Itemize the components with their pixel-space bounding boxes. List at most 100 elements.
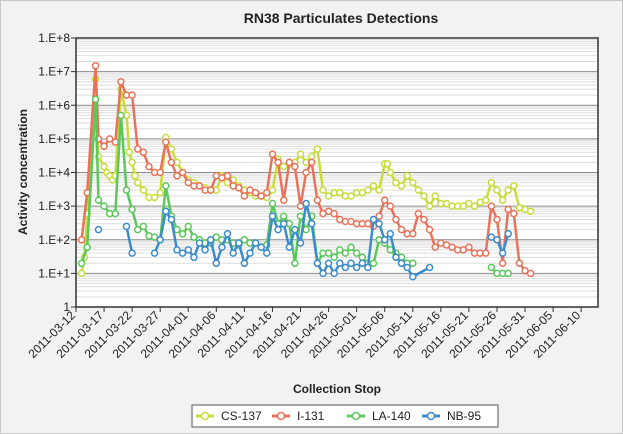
data-point[interactable] (156, 168, 164, 177)
data-point[interactable] (167, 158, 176, 167)
data-point[interactable] (375, 212, 383, 220)
data-point[interactable] (307, 152, 316, 161)
data-point[interactable] (235, 239, 243, 247)
data-point[interactable] (493, 186, 501, 194)
data-point[interactable] (504, 269, 512, 278)
data-point[interactable] (336, 246, 344, 254)
data-point[interactable] (184, 246, 193, 254)
data-point[interactable] (291, 225, 299, 234)
data-point[interactable] (352, 249, 361, 257)
data-point[interactable] (178, 168, 187, 177)
data-point[interactable] (324, 259, 333, 268)
data-point[interactable] (352, 263, 361, 272)
data-point[interactable] (77, 236, 86, 244)
data-point[interactable] (481, 196, 490, 204)
data-point[interactable] (409, 230, 417, 238)
data-point[interactable] (223, 172, 232, 180)
data-point[interactable] (409, 272, 417, 281)
data-point[interactable] (319, 186, 327, 194)
data-point[interactable] (139, 148, 148, 157)
legend-item-i-131[interactable]: I-131 (272, 409, 325, 423)
data-point[interactable] (173, 246, 181, 254)
data-point[interactable] (296, 212, 305, 220)
data-point[interactable] (285, 243, 294, 251)
data-point[interactable] (100, 162, 108, 171)
data-point[interactable] (291, 162, 299, 171)
data-point[interactable] (105, 135, 114, 143)
data-point[interactable] (498, 259, 507, 268)
data-point[interactable] (487, 202, 496, 210)
data-point[interactable] (403, 263, 411, 272)
data-point[interactable] (223, 230, 232, 238)
data-point[interactable] (162, 182, 170, 190)
data-point[interactable] (162, 207, 170, 216)
data-point[interactable] (392, 253, 400, 262)
data-point[interactable] (150, 193, 159, 202)
data-point[interactable] (487, 178, 496, 187)
data-point[interactable] (190, 253, 198, 262)
data-point[interactable] (274, 158, 282, 167)
data-point[interactable] (498, 196, 507, 204)
data-point[interactable] (392, 215, 400, 224)
data-point[interactable] (302, 199, 310, 208)
data-point[interactable] (128, 249, 136, 257)
data-point[interactable] (336, 188, 344, 197)
data-point[interactable] (263, 249, 271, 257)
data-point[interactable] (493, 236, 501, 244)
data-point[interactable] (347, 243, 355, 251)
data-point[interactable] (498, 249, 507, 257)
data-point[interactable] (319, 269, 327, 278)
data-point[interactable] (117, 111, 125, 120)
data-point[interactable] (122, 222, 131, 231)
data-point[interactable] (240, 192, 249, 200)
data-point[interactable] (313, 196, 322, 204)
data-point[interactable] (133, 225, 142, 234)
data-point[interactable] (240, 259, 249, 268)
data-point[interactable] (184, 178, 193, 187)
legend-item-cs-137[interactable]: CS-137 (196, 409, 262, 423)
data-point[interactable] (279, 212, 288, 220)
data-point[interactable] (324, 249, 333, 257)
data-point[interactable] (414, 209, 423, 218)
data-point[interactable] (420, 192, 428, 200)
data-point[interactable] (94, 196, 103, 204)
data-point[interactable] (162, 138, 170, 146)
data-point[interactable] (383, 160, 392, 168)
data-point[interactable] (375, 219, 383, 228)
data-point[interactable] (257, 243, 265, 251)
data-point[interactable] (364, 186, 372, 194)
data-point[interactable] (369, 215, 378, 224)
data-point[interactable] (279, 219, 288, 228)
data-point[interactable] (240, 236, 249, 244)
data-point[interactable] (364, 263, 372, 272)
data-point[interactable] (117, 77, 125, 86)
data-point[interactable] (515, 259, 524, 268)
data-point[interactable] (212, 259, 221, 268)
data-point[interactable] (425, 225, 434, 234)
data-point[interactable] (431, 192, 439, 200)
data-point[interactable] (487, 263, 496, 272)
data-point[interactable] (145, 162, 153, 171)
data-point[interactable] (133, 178, 142, 187)
data-point[interactable] (128, 205, 136, 214)
data-point[interactable] (313, 259, 322, 268)
data-point[interactable] (431, 243, 439, 251)
data-point[interactable] (111, 138, 120, 146)
data-point[interactable] (414, 186, 423, 194)
data-point[interactable] (465, 243, 473, 251)
data-point[interactable] (77, 259, 86, 268)
data-point[interactable] (470, 202, 479, 210)
data-point[interactable] (83, 243, 91, 251)
data-point[interactable] (526, 207, 535, 216)
data-point[interactable] (201, 246, 209, 254)
data-point[interactable] (347, 192, 355, 200)
data-point[interactable] (206, 186, 215, 194)
data-point[interactable] (263, 188, 271, 197)
data-point[interactable] (397, 182, 406, 190)
data-point[interactable] (91, 95, 100, 104)
data-point[interactable] (324, 192, 333, 200)
data-point[interactable] (91, 61, 100, 70)
data-point[interactable] (386, 168, 395, 177)
data-point[interactable] (375, 186, 383, 194)
data-point[interactable] (133, 145, 142, 153)
